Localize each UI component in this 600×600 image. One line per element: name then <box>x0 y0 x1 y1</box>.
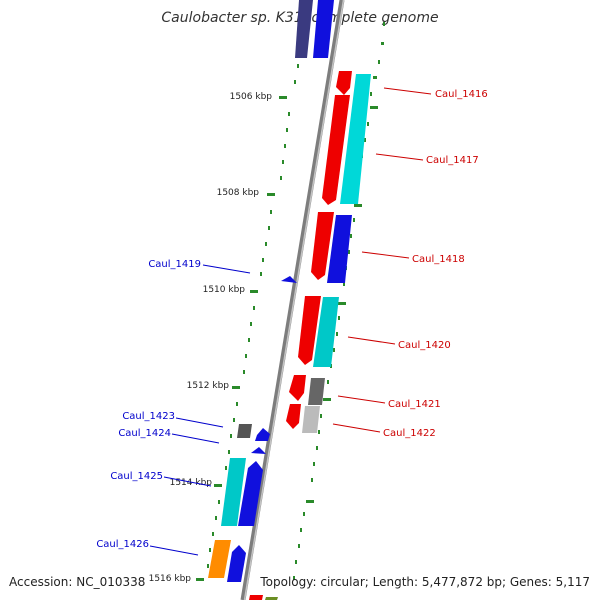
accession-text: Accession: NC_010338 <box>9 575 145 589</box>
gene-label-caul-1425[interactable]: Caul_1425 <box>110 471 163 482</box>
kbp-label: 1510 kbp <box>203 285 246 295</box>
gene-label-caul-1421[interactable]: Caul_1421 <box>388 399 441 410</box>
gene-block-top-dark[interactable] <box>295 0 313 58</box>
gene-label-caul-1422[interactable]: Caul_1422 <box>383 428 436 439</box>
reverse-gene-labels: Caul_1419 Caul_1423 Caul_1424 Caul_1425 … <box>96 259 251 556</box>
kbp-label: 1514 kbp <box>170 478 213 488</box>
kbp-labels: 1506 kbp 1508 kbp 1510 kbp 1512 kbp 1514… <box>149 92 273 584</box>
gene-label-caul-1423[interactable]: Caul_1423 <box>122 411 175 422</box>
kbp-label: 1516 kbp <box>149 574 192 584</box>
forward-genes <box>286 0 371 433</box>
gene-label-caul-1420[interactable]: Caul_1420 <box>398 340 451 351</box>
gene-caul-1423-gray[interactable] <box>237 424 252 438</box>
genome-backbone <box>240 0 345 600</box>
gene-caul-1417-cyan[interactable] <box>340 74 371 204</box>
kbp-label: 1506 kbp <box>230 92 273 102</box>
gene-caul-1421-red[interactable] <box>289 375 306 401</box>
gene-caul-1420-cyan[interactable] <box>313 297 339 367</box>
gene-caul-1424[interactable] <box>251 447 266 454</box>
gene-label-caul-1426[interactable]: Caul_1426 <box>96 539 149 550</box>
gene-label-caul-1419[interactable]: Caul_1419 <box>148 259 201 270</box>
gene-caul-1426-blue[interactable] <box>227 545 246 582</box>
gene-caul-1425-cyan[interactable] <box>221 458 246 526</box>
gene-caul-1418-blue[interactable] <box>327 215 352 283</box>
tick-track-inner <box>196 52 301 581</box>
gene-label-caul-1417[interactable]: Caul_1417 <box>426 155 479 166</box>
forward-gene-labels: Caul_1416 Caul_1417 Caul_1418 Caul_1420 … <box>332 87 488 439</box>
gene-caul-1418-red[interactable] <box>311 212 334 280</box>
gene-caul-1416[interactable] <box>336 71 352 95</box>
gene-label-caul-1418[interactable]: Caul_1418 <box>412 254 465 265</box>
gene-block-top-blue[interactable] <box>313 0 334 58</box>
gene-caul-1426-orange[interactable] <box>208 540 231 578</box>
gene-label-caul-1416[interactable]: Caul_1416 <box>435 89 488 100</box>
reverse-genes <box>208 276 297 600</box>
gene-caul-1425-blue[interactable] <box>238 461 263 526</box>
gene-label-caul-1424[interactable]: Caul_1424 <box>118 428 171 439</box>
gene-caul-1421-gray[interactable] <box>308 378 325 405</box>
kbp-label: 1512 kbp <box>187 381 230 391</box>
gene-caul-1422-gray[interactable] <box>302 406 320 433</box>
gene-bottom-red[interactable] <box>249 595 263 600</box>
genome-summary-text: Topology: circular; Length: 5,477,872 bp… <box>259 575 590 589</box>
gene-bottom-olive[interactable] <box>265 597 278 600</box>
gene-caul-1422-red[interactable] <box>286 404 301 429</box>
kbp-label: 1508 kbp <box>217 188 260 198</box>
gene-caul-1420-red[interactable] <box>298 296 321 365</box>
gene-caul-1423-blue[interactable] <box>255 428 270 441</box>
gene-caul-1417-red[interactable] <box>322 95 350 205</box>
gene-caul-1419[interactable] <box>281 276 297 283</box>
